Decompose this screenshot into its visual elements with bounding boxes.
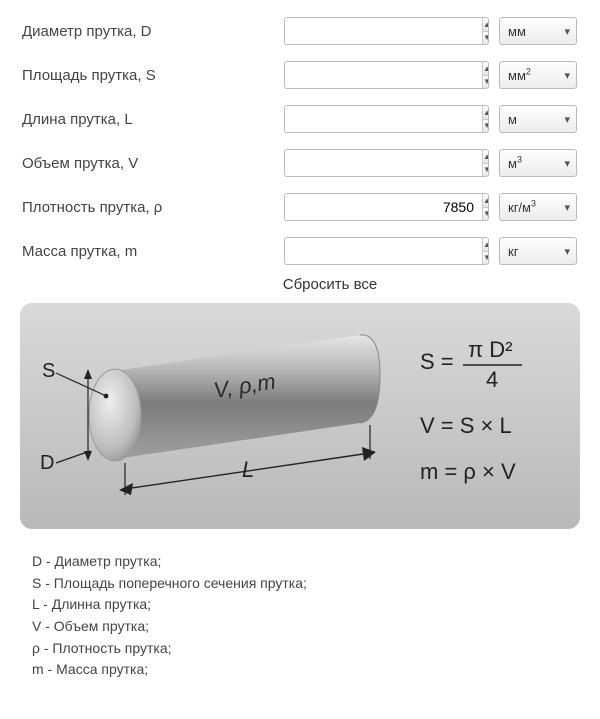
label-diameter: Диаметр прутка, D [14, 23, 284, 40]
spinner-volume[interactable]: ▲▼ [284, 149, 489, 177]
spinner-area[interactable]: ▲▼ [284, 61, 489, 89]
chevron-down-icon: ▾ [564, 113, 570, 126]
chevron-down-icon: ▾ [564, 245, 570, 258]
unit-label-diameter: мм [508, 24, 564, 39]
spin-up-area[interactable]: ▲ [483, 62, 489, 76]
input-length[interactable] [285, 106, 482, 132]
formula-s-lhs: S = [420, 349, 454, 374]
unit-select-mass[interactable]: кг▾ [499, 237, 577, 265]
unit-label-length: м [508, 112, 564, 127]
formula-v: V = S × L [420, 413, 512, 438]
chevron-down-icon: ▾ [564, 201, 570, 214]
unit-label-volume: м3 [508, 156, 564, 171]
label-density: Плотность прутка, ρ [14, 199, 284, 216]
label-volume: Объем прутка, V [14, 155, 284, 172]
spin-down-length[interactable]: ▼ [483, 120, 489, 133]
diagram-label-l: L [242, 457, 254, 482]
row-volume: Объем прутка, V▲▼м3▾ [14, 144, 586, 182]
reset-all-link[interactable]: Сбросить все [283, 276, 377, 293]
spinner-length[interactable]: ▲▼ [284, 105, 489, 133]
row-density: Плотность прутка, ρ▲▼кг/м3▾ [14, 188, 586, 226]
spin-down-area[interactable]: ▼ [483, 76, 489, 89]
formula-s-den: 4 [486, 367, 498, 392]
formula-m: m = ρ × V [420, 459, 516, 484]
unit-select-area[interactable]: мм2▾ [499, 61, 577, 89]
chevron-down-icon: ▾ [564, 25, 570, 38]
legend: D - Диаметр прутка;S - Площадь поперечно… [14, 543, 586, 681]
label-mass: Масса прутка, m [14, 243, 284, 260]
unit-label-mass: кг [508, 244, 564, 259]
unit-select-diameter[interactable]: мм▾ [499, 17, 577, 45]
formula-s-num: π D² [468, 337, 513, 362]
input-volume[interactable] [285, 150, 482, 176]
legend-line-1: S - Площадь поперечного сечения прутка; [32, 573, 586, 595]
input-mass[interactable] [285, 238, 482, 264]
spin-down-diameter[interactable]: ▼ [483, 32, 489, 45]
label-area: Площадь прутка, S [14, 67, 284, 84]
calculator-form: Диаметр прутка, D▲▼мм▾Площадь прутка, S▲… [14, 12, 586, 270]
unit-label-area: мм2 [508, 68, 564, 83]
row-diameter: Диаметр прутка, D▲▼мм▾ [14, 12, 586, 50]
unit-select-volume[interactable]: м3▾ [499, 149, 577, 177]
spin-down-mass[interactable]: ▼ [483, 252, 489, 265]
spin-up-volume[interactable]: ▲ [483, 150, 489, 164]
row-length: Длина прутка, L▲▼м▾ [14, 100, 586, 138]
spin-down-density[interactable]: ▼ [483, 208, 489, 221]
diagram-label-d: D [40, 452, 54, 474]
spinner-mass[interactable]: ▲▼ [284, 237, 489, 265]
legend-line-2: L - Длинна прутка; [32, 594, 586, 616]
label-length: Длина прутка, L [14, 111, 284, 128]
spinner-density[interactable]: ▲▼ [284, 193, 489, 221]
input-diameter[interactable] [285, 18, 482, 44]
unit-select-density[interactable]: кг/м3▾ [499, 193, 577, 221]
spin-up-mass[interactable]: ▲ [483, 238, 489, 252]
spin-up-diameter[interactable]: ▲ [483, 18, 489, 32]
legend-line-3: V - Объем прутка; [32, 616, 586, 638]
unit-select-length[interactable]: м▾ [499, 105, 577, 133]
rod-diagram: S D V, ρ,m L S = π D² 4 V = S × L m = ρ … [20, 303, 580, 529]
input-area[interactable] [285, 62, 482, 88]
diagram-label-s: S [42, 360, 55, 382]
spin-up-density[interactable]: ▲ [483, 194, 489, 208]
chevron-down-icon: ▾ [564, 69, 570, 82]
row-mass: Масса прутка, m▲▼кг▾ [14, 232, 586, 270]
row-area: Площадь прутка, S▲▼мм2▾ [14, 56, 586, 94]
spinner-diameter[interactable]: ▲▼ [284, 17, 489, 45]
legend-line-0: D - Диаметр прутка; [32, 551, 586, 573]
input-density[interactable] [285, 194, 482, 220]
legend-line-5: m - Масса прутка; [32, 659, 586, 681]
legend-line-4: ρ - Плотность прутка; [32, 638, 586, 660]
chevron-down-icon: ▾ [564, 157, 570, 170]
spin-down-volume[interactable]: ▼ [483, 164, 489, 177]
spin-up-length[interactable]: ▲ [483, 106, 489, 120]
unit-label-density: кг/м3 [508, 200, 564, 215]
